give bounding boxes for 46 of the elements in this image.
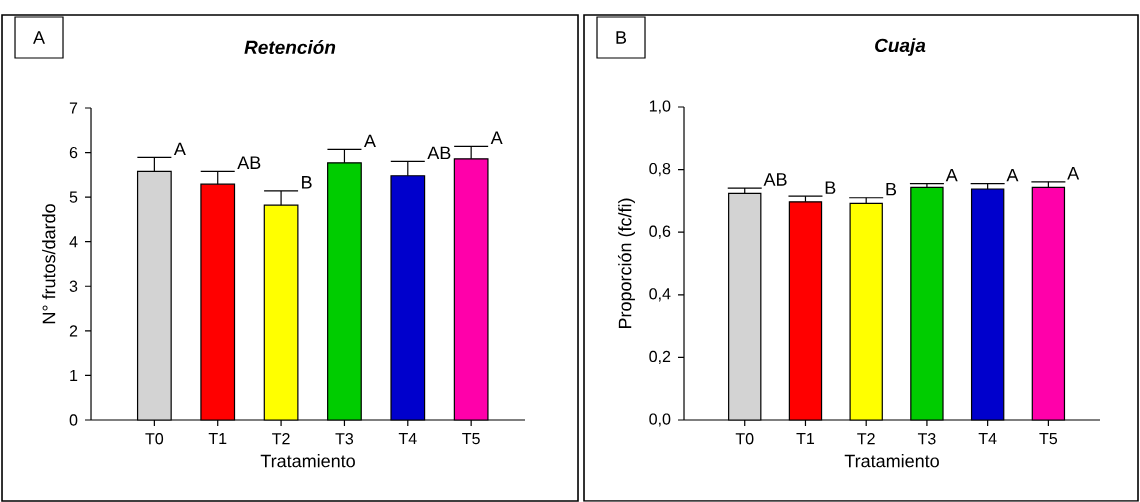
x-axis-title: Tratamiento	[844, 454, 939, 468]
y-tick-label: 0,8	[649, 162, 671, 177]
x-tick-label: T5	[1039, 433, 1058, 445]
annotation: AB	[237, 156, 261, 169]
y-tick-label: 0	[69, 414, 78, 426]
text: B	[616, 31, 627, 44]
x-tick-label: T5	[462, 433, 480, 445]
annotation: A	[1006, 168, 1019, 182]
y-tick-label: 0,2	[649, 350, 671, 364]
y-tick-label: 4	[69, 236, 78, 248]
x-tick-label: T0	[145, 433, 164, 445]
chart-title: Cuaja	[875, 38, 926, 56]
y-tick-label: 5	[69, 191, 78, 203]
y-tick-label: 3	[69, 280, 78, 292]
y-tick-label: 2	[69, 325, 78, 337]
annotation: A	[1067, 167, 1080, 180]
annotation: B	[886, 182, 897, 196]
x-tick-label: T1	[796, 433, 815, 445]
annotation: B	[825, 181, 836, 194]
y-tick-label: 0,6	[649, 225, 671, 239]
annotation: A	[363, 134, 376, 148]
annotation: B	[302, 176, 312, 189]
annotation: A	[173, 142, 186, 156]
x-tick-label: T4	[978, 433, 997, 445]
y-tick-label: 1,0	[649, 100, 671, 114]
y-tick-label: 0,4	[649, 288, 671, 302]
chart-title: Retención	[244, 39, 336, 55]
x-tick-label: T3	[917, 433, 936, 445]
x-axis-title: Tratamiento	[260, 454, 355, 468]
x-tick-label: T0	[735, 433, 754, 445]
x-tick-label: T4	[398, 433, 417, 445]
annotation: AB	[427, 146, 451, 160]
x-tick-label: T2	[272, 433, 290, 445]
annotation: A	[945, 168, 958, 182]
annotation: AB	[763, 173, 787, 186]
y-tick-label: 7	[69, 102, 78, 114]
y-axis-title: N° frutos/dardo	[42, 204, 56, 324]
y-tick-label: 1	[70, 369, 78, 381]
y-tick-label: 0,0	[649, 413, 671, 427]
x-tick-label: T2	[857, 433, 875, 445]
text: A	[33, 31, 45, 44]
y-axis-title: Proporción (fc/fi)	[617, 198, 635, 329]
x-tick-label: T1	[208, 433, 227, 445]
annotation: A	[490, 131, 503, 144]
y-tick-label: 6	[69, 146, 78, 159]
x-tick-label: T3	[335, 433, 354, 445]
